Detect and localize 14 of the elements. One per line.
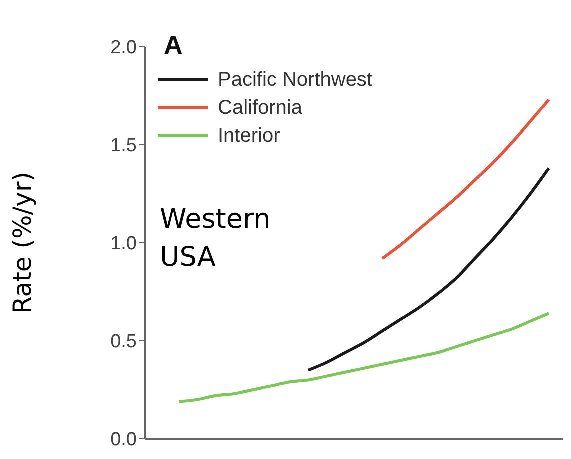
y-tick-label: 0.5 <box>110 332 137 353</box>
legend-label: Interior <box>218 124 280 149</box>
y-tick-label: 0.0 <box>110 430 137 451</box>
annotation: Western USA <box>160 203 272 275</box>
legend-label: Pacific Northwest <box>218 68 372 93</box>
line-series <box>178 312 550 404</box>
legend-label: California <box>218 96 302 121</box>
line-series <box>307 167 550 372</box>
line-series <box>381 98 550 260</box>
y-tick-label: 1.0 <box>110 234 137 255</box>
y-tick-label: 2.0 <box>110 38 137 59</box>
y-axis-title: Rate (%/yr) <box>8 172 37 314</box>
y-tick-label: 1.5 <box>110 136 137 157</box>
annotation: A <box>164 30 183 61</box>
